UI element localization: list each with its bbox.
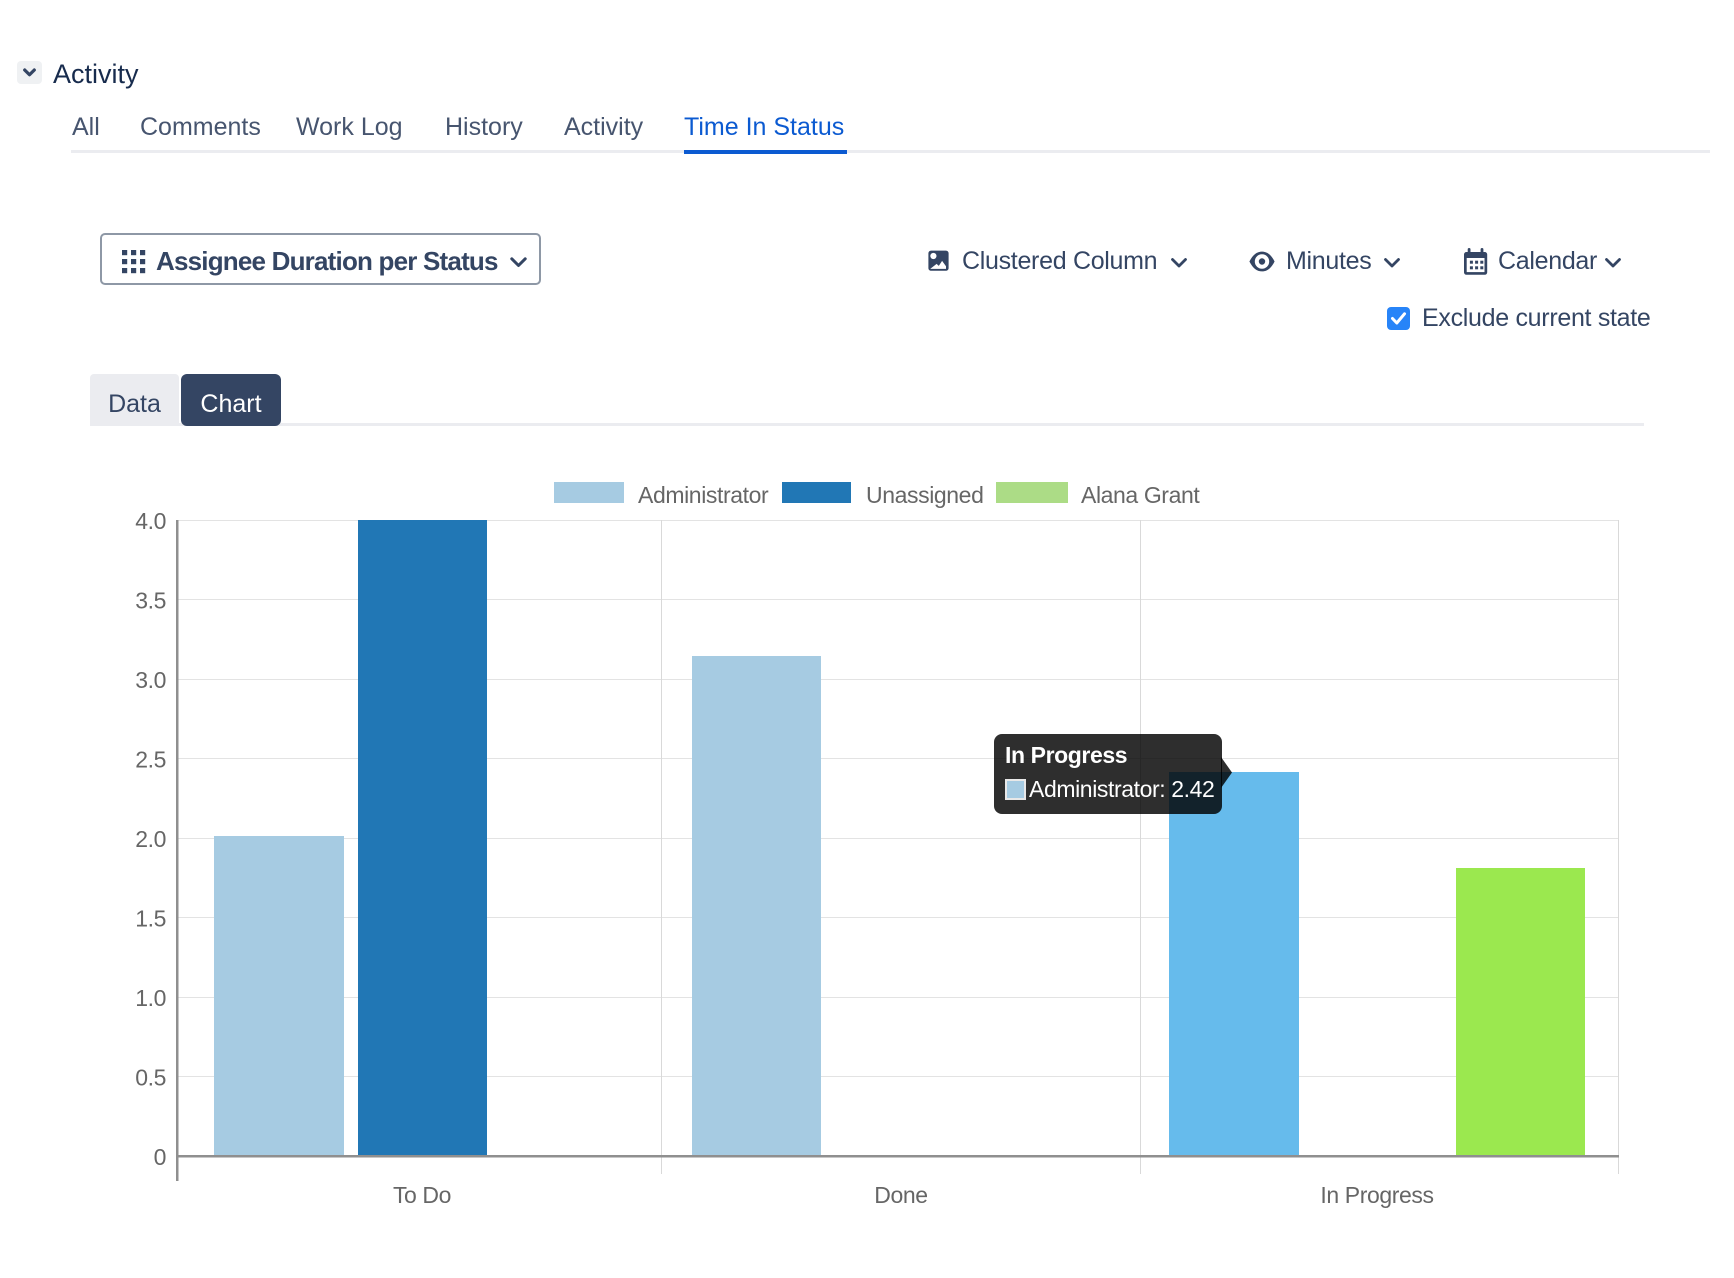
svg-text:Unassigned: Unassigned xyxy=(866,482,983,508)
svg-text:1.5: 1.5 xyxy=(135,906,166,932)
svg-text:3.5: 3.5 xyxy=(135,588,166,614)
svg-text:Alana Grant: Alana Grant xyxy=(1081,482,1200,508)
svg-text:1.0: 1.0 xyxy=(135,985,166,1011)
svg-text:Done: Done xyxy=(874,1182,927,1208)
svg-text:To Do: To Do xyxy=(393,1182,451,1208)
svg-text:3.0: 3.0 xyxy=(135,667,166,693)
svg-text:In Progress: In Progress xyxy=(1005,742,1127,768)
svg-text:2.0: 2.0 xyxy=(135,826,166,852)
svg-text:2.5: 2.5 xyxy=(135,747,166,773)
svg-text:In Progress: In Progress xyxy=(1320,1182,1433,1208)
svg-text:Administrator: 2.42: Administrator: 2.42 xyxy=(1029,776,1214,802)
svg-text:Administrator: Administrator xyxy=(638,482,769,508)
svg-text:4.0: 4.0 xyxy=(135,508,166,534)
svg-text:0: 0 xyxy=(154,1144,166,1170)
svg-text:0.5: 0.5 xyxy=(135,1065,166,1091)
